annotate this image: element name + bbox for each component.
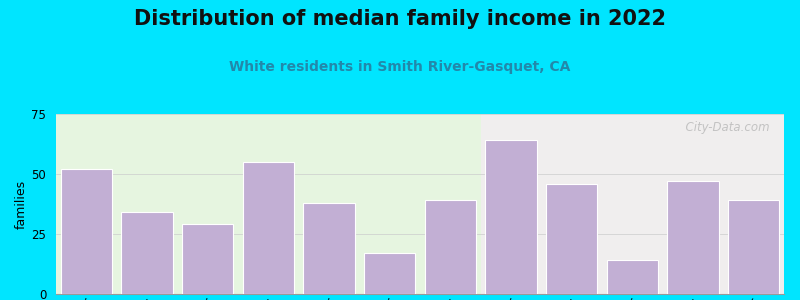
Bar bbox=[481, 114, 784, 294]
Bar bbox=[182, 224, 234, 294]
Text: Distribution of median family income in 2022: Distribution of median family income in … bbox=[134, 9, 666, 29]
Bar bbox=[728, 200, 779, 294]
Bar bbox=[667, 181, 718, 294]
Bar bbox=[122, 212, 173, 294]
Bar bbox=[606, 260, 658, 294]
Bar bbox=[425, 200, 476, 294]
Bar bbox=[486, 140, 537, 294]
Bar bbox=[364, 253, 415, 294]
Bar bbox=[56, 114, 481, 294]
Bar bbox=[303, 203, 354, 294]
Text: City-Data.com: City-Data.com bbox=[678, 121, 770, 134]
Bar bbox=[61, 169, 112, 294]
Text: White residents in Smith River-Gasquet, CA: White residents in Smith River-Gasquet, … bbox=[230, 60, 570, 74]
Y-axis label: families: families bbox=[14, 179, 27, 229]
Bar bbox=[242, 162, 294, 294]
Bar bbox=[546, 184, 598, 294]
